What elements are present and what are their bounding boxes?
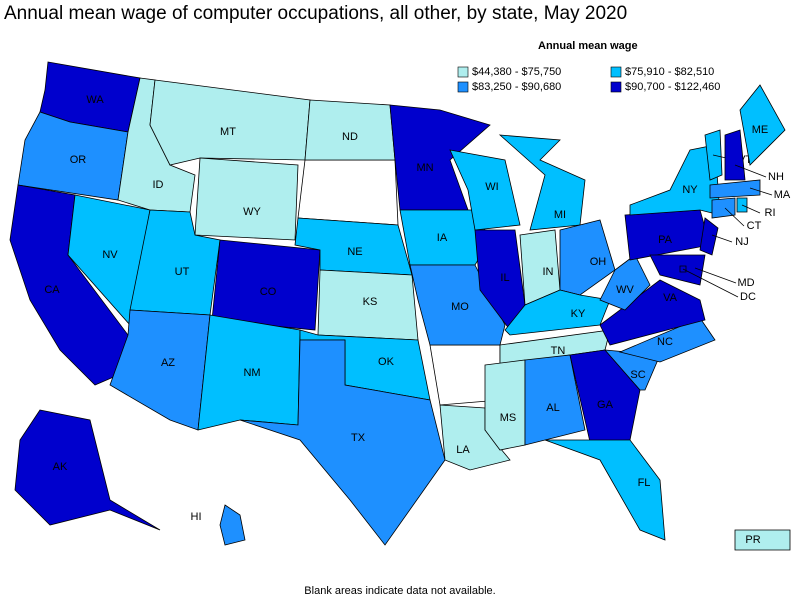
state-label: MI	[554, 209, 566, 221]
legend-label: $83,250 - $90,680	[472, 81, 561, 93]
state-shape	[739, 84, 786, 166]
state-label: IL	[500, 272, 509, 284]
state-label: NE	[347, 246, 362, 258]
state-label: NM	[243, 367, 260, 379]
legend-label: $75,910 - $82,510	[625, 66, 714, 78]
state-shape	[569, 349, 641, 443]
state-shape	[524, 354, 586, 446]
leader-line	[724, 207, 745, 227]
state-shape	[449, 149, 521, 231]
state-label: CO	[260, 286, 277, 298]
leader-line	[749, 187, 773, 196]
leader-line	[682, 268, 739, 298]
state-label: RI	[765, 207, 776, 219]
state-label: IN	[543, 266, 554, 278]
state-label: NY	[682, 184, 698, 196]
legend-swatch	[457, 81, 469, 93]
state-label: MS	[500, 412, 517, 424]
state-label: CA	[44, 284, 60, 296]
state-shape	[194, 157, 299, 241]
state-label: UT	[175, 266, 190, 278]
state-shape	[559, 219, 616, 296]
state-shape	[109, 309, 211, 431]
state-label: AK	[53, 461, 68, 473]
state-shape	[389, 104, 491, 211]
state-label: WV	[616, 284, 634, 296]
state-label: WY	[243, 206, 261, 218]
legend-label: $44,380 - $75,750	[472, 66, 561, 78]
state-shape	[629, 144, 721, 216]
state-shape	[14, 409, 161, 531]
leader-line	[734, 164, 767, 178]
state-label: NJ	[735, 236, 748, 248]
state-label: HI	[191, 511, 202, 523]
state-label: MN	[416, 162, 433, 174]
legend-swatch	[457, 66, 469, 78]
state-shape	[618, 317, 716, 363]
state-label: ND	[342, 131, 358, 143]
state-label: MT	[220, 126, 236, 138]
map-title: Annual mean wage of computer occupations…	[4, 3, 627, 24]
state-label: MO	[451, 301, 469, 313]
state-label: SC	[630, 369, 645, 381]
state-label: KS	[363, 296, 378, 308]
legend: $44,380 - $75,750 $75,910 - $82,510 $83,25…	[457, 66, 720, 93]
state-label: PR	[745, 534, 760, 546]
footnote: Blank areas indicate data not available.	[304, 585, 495, 597]
state-shape	[149, 79, 311, 166]
no-data-state	[297, 159, 399, 226]
leader-line	[694, 267, 737, 284]
state-label: NC	[657, 336, 673, 348]
state-label: FL	[638, 477, 651, 489]
state-label: VA	[663, 292, 678, 304]
state-label: CT	[747, 220, 762, 232]
state-label: OH	[590, 256, 607, 268]
state-label: ID	[153, 179, 164, 191]
state-shape	[498, 134, 586, 231]
state-label: DC	[740, 291, 756, 303]
state-shape	[599, 279, 706, 346]
legend-label: $90,700 - $122,460	[625, 81, 720, 93]
state-label: AL	[546, 402, 559, 414]
state-label: PA	[658, 234, 673, 246]
state-shape	[724, 129, 746, 181]
state-shape	[484, 359, 526, 451]
leader-line	[711, 234, 733, 243]
legend-swatch	[610, 66, 622, 78]
state-label: OK	[378, 356, 395, 368]
state-label: MA	[774, 189, 791, 201]
state-label: LA	[456, 444, 470, 456]
state-shape	[504, 289, 611, 336]
state-label: AZ	[161, 357, 175, 369]
state-label: ME	[752, 124, 769, 136]
state-shape	[239, 339, 446, 546]
state-label: WA	[86, 94, 104, 106]
leader-line	[741, 204, 761, 214]
state-label: NH	[768, 171, 784, 183]
state-label: KY	[571, 308, 586, 320]
state-shape	[211, 239, 321, 331]
state-label: OR	[70, 154, 87, 166]
state-label: TX	[351, 432, 366, 444]
state-label: GA	[597, 399, 614, 411]
state-label: MD	[737, 277, 754, 289]
legend-swatch	[610, 81, 622, 93]
state-shape	[544, 439, 666, 541]
state-shape	[709, 179, 761, 199]
state-shape	[219, 504, 246, 546]
legend-title: Annual mean wage	[538, 40, 638, 52]
state-label: IA	[437, 232, 448, 244]
state-shape	[699, 217, 719, 256]
state-shape	[649, 254, 706, 286]
state-shape	[734, 529, 791, 551]
states: WA OR CA NV ID MT WY UT AZ CO NM ND NE KS OK TX MN IA MO LA…	[9, 61, 791, 551]
state-label: NV	[102, 249, 118, 261]
state-label: WI	[485, 181, 498, 193]
state-label: TN	[551, 345, 566, 357]
state-shape	[711, 197, 736, 219]
